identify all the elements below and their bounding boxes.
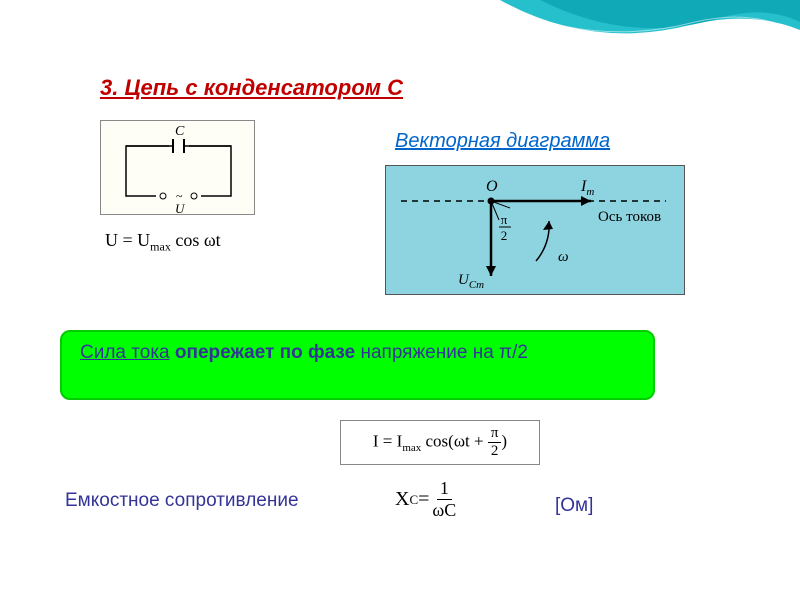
i-label: Im [580, 178, 594, 198]
vector-diagram-title: Векторная диаграмма [395, 130, 610, 153]
label-u: U [175, 201, 186, 216]
phase-statement: Сила тока опережает по фазе напряжение н… [60, 330, 655, 400]
corner-decoration [500, 0, 800, 65]
circuit-diagram: C ~ U [100, 120, 255, 215]
angle-num: π [501, 212, 508, 227]
omega-label: ω [558, 249, 569, 265]
origin-label: O [486, 178, 498, 195]
section-title: 3. Цепь с конденсатором С [100, 75, 403, 101]
voltage-formula: U = Umax cos ωt [105, 230, 221, 255]
phase-lead: Сила тока [80, 342, 170, 363]
unit-label: [Ом] [555, 495, 593, 517]
u-label: UCm [458, 272, 484, 291]
label-c: C [175, 124, 185, 139]
capacitive-reactance-label: Емкостное сопротивление [65, 490, 299, 512]
vector-diagram: O Im Ось токов UCm π 2 ω [385, 165, 685, 295]
axis-label: Ось токов [598, 209, 661, 225]
current-formula: I = Imax cos(ωt + π2) [340, 420, 540, 465]
angle-den: 2 [501, 228, 508, 243]
reactance-formula: XC = 1ωC [395, 478, 459, 521]
